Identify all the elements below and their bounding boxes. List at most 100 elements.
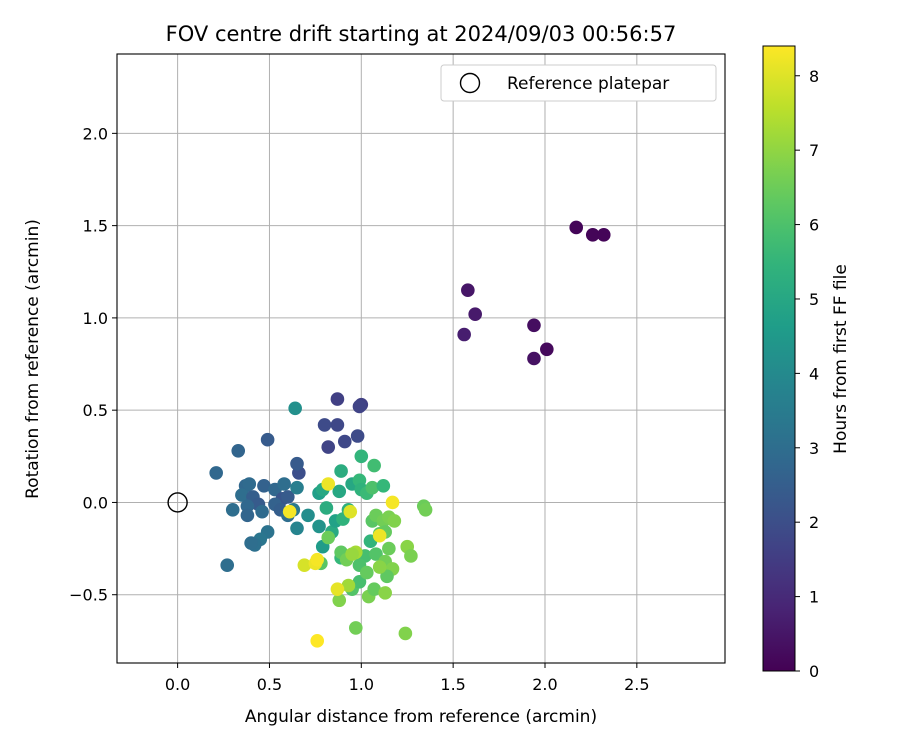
data-point: [367, 582, 381, 596]
data-point: [330, 582, 345, 596]
colorbar-tick-label: 7: [809, 141, 819, 160]
legend-marker-icon: [459, 72, 481, 94]
y-tick-label: 1.0: [83, 309, 108, 328]
data-point: [330, 418, 345, 432]
data-point: [282, 504, 297, 519]
y-axis-ticks: −0.5 0.0 0.5 1.0 1.5 2.0: [69, 124, 117, 605]
data-point: [350, 429, 365, 443]
data-point: [288, 401, 302, 416]
data-point: [376, 479, 391, 493]
data-point: [242, 477, 257, 491]
data-point: [596, 228, 611, 242]
data-point: [290, 521, 304, 536]
data-point: [345, 547, 359, 561]
legend: Reference platepar: [440, 64, 717, 102]
data-point: [225, 503, 240, 517]
reference-point: [167, 492, 188, 513]
data-point: [540, 342, 554, 357]
data-point: [367, 458, 381, 473]
colorbar-label: Hours from first FF file: [831, 264, 851, 454]
colorbar-tick-label: 0: [809, 662, 819, 681]
data-point: [527, 318, 541, 333]
data-point: [255, 504, 269, 519]
data-point: [372, 528, 387, 543]
legend-box: [440, 64, 717, 102]
colorbar-tick-label: 3: [809, 439, 819, 458]
data-point: [360, 565, 374, 580]
y-tick-label: 2.0: [83, 124, 108, 143]
data-point: [240, 508, 255, 523]
colorbar-tick-label: 8: [809, 67, 819, 86]
data-point: [330, 392, 345, 406]
data-point: [457, 327, 471, 342]
data-points: [209, 220, 611, 648]
x-tick-label: 0.5: [257, 675, 282, 694]
data-point: [527, 351, 541, 366]
data-point: [404, 549, 418, 563]
colorbar-tick-label: 4: [809, 364, 819, 383]
data-point: [398, 626, 413, 641]
data-point: [585, 228, 600, 242]
x-axis-label: Angular distance from reference (arcmin): [245, 707, 597, 727]
data-point: [321, 440, 336, 454]
data-point: [341, 578, 356, 593]
data-point: [343, 504, 358, 519]
colorbar-tick-label: 2: [809, 513, 819, 532]
x-tick-label: 2.0: [532, 675, 557, 694]
colorbar-tick-label: 1: [809, 588, 819, 607]
y-axis-label: Rotation from reference (arcmin): [23, 219, 43, 499]
data-point: [220, 558, 235, 572]
data-point: [317, 418, 332, 432]
x-tick-label: 1.5: [440, 675, 465, 694]
y-tick-label: −0.5: [69, 586, 108, 605]
data-point: [235, 488, 249, 502]
data-point: [337, 434, 352, 449]
data-point: [332, 484, 347, 499]
data-point: [352, 399, 367, 414]
data-point: [385, 495, 400, 510]
data-point: [290, 480, 304, 495]
data-point: [468, 307, 482, 322]
data-point: [244, 536, 258, 550]
data-point: [348, 621, 363, 635]
data-point: [281, 490, 295, 504]
x-axis-ticks: 0.0 0.5 1.0 1.5 2.0 2.5: [165, 663, 650, 694]
data-point: [378, 586, 392, 600]
data-point: [569, 220, 584, 235]
x-tick-label: 2.5: [624, 675, 649, 694]
chart-title: FOV centre drift starting at 2024/09/03 …: [166, 22, 677, 46]
x-tick-label: 0.0: [165, 675, 190, 694]
data-point: [312, 519, 326, 534]
data-point: [372, 560, 387, 574]
colorbar-tick-label: 6: [809, 216, 819, 235]
data-point: [321, 477, 336, 491]
data-point: [332, 593, 347, 608]
grid-lines: [117, 54, 725, 663]
colorbar-tick-label: 5: [809, 290, 819, 309]
data-point: [290, 456, 304, 471]
data-point: [231, 443, 246, 458]
data-point: [310, 634, 325, 648]
plot-area: [116, 53, 726, 664]
data-point: [321, 530, 336, 545]
data-point: [301, 508, 315, 523]
data-point: [260, 432, 275, 447]
data-point: [310, 552, 325, 567]
colorbar-gradient: [762, 45, 796, 672]
y-tick-label: 0.0: [83, 493, 108, 512]
data-point: [387, 514, 402, 528]
data-point: [380, 569, 394, 584]
y-tick-label: 0.5: [83, 401, 108, 420]
data-point: [354, 449, 369, 464]
data-point: [369, 547, 383, 561]
data-point: [461, 283, 475, 298]
data-point: [319, 501, 334, 515]
data-point: [352, 575, 367, 589]
data-point: [297, 558, 312, 572]
axes-frame: [116, 53, 726, 664]
colorbar-ticks: 0 1 2 3 4 5 6 7 8: [795, 67, 819, 681]
y-tick-label: 1.5: [83, 217, 108, 236]
data-point: [257, 479, 271, 493]
